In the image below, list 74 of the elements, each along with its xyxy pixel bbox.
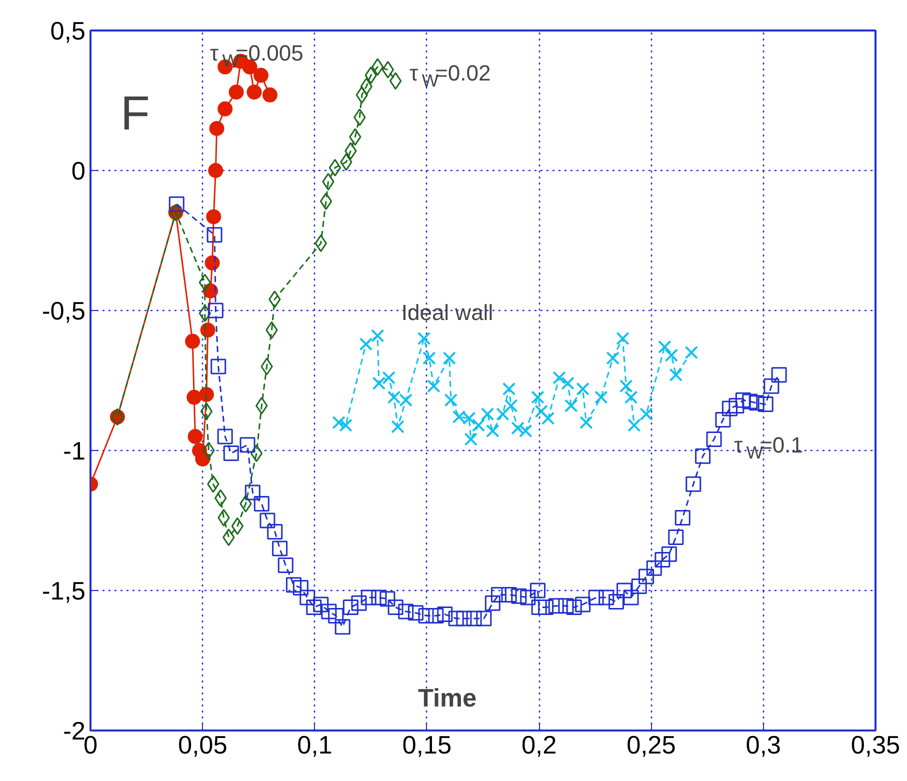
point xyxy=(200,322,216,338)
point xyxy=(253,68,268,83)
point xyxy=(188,429,203,444)
point xyxy=(444,393,458,407)
point xyxy=(552,371,566,384)
point xyxy=(208,163,224,178)
point xyxy=(370,329,384,342)
point xyxy=(195,451,210,466)
point xyxy=(422,351,436,365)
y-tick-label: -0,5 xyxy=(42,298,86,326)
point xyxy=(576,382,590,396)
y-tick-label: 0 xyxy=(71,158,86,186)
point xyxy=(250,444,263,462)
point xyxy=(198,387,214,402)
point xyxy=(594,390,608,404)
point xyxy=(228,84,244,100)
point xyxy=(518,424,532,438)
point xyxy=(382,371,396,384)
point xyxy=(684,346,698,360)
annotation: F xyxy=(120,88,150,140)
point xyxy=(640,407,653,421)
point xyxy=(389,72,402,90)
y-tick-label: 0,5 xyxy=(50,18,86,46)
point xyxy=(541,412,555,425)
x-tick-label: 0,2 xyxy=(521,732,557,760)
point xyxy=(658,340,672,354)
point xyxy=(339,418,352,432)
point xyxy=(246,84,262,100)
point xyxy=(204,255,220,270)
x-tick-label: 0,1 xyxy=(297,732,332,760)
x-tick-label: 0,15 xyxy=(402,732,452,760)
point xyxy=(669,368,683,382)
point xyxy=(372,376,386,390)
x-tick-label: 0,05 xyxy=(178,732,228,760)
point xyxy=(580,416,593,430)
point xyxy=(328,158,342,176)
point xyxy=(427,379,440,393)
x-tick-label: 0,25 xyxy=(626,732,676,760)
point xyxy=(186,390,202,405)
point xyxy=(218,101,233,116)
point xyxy=(511,421,524,435)
point xyxy=(561,376,574,390)
point xyxy=(185,334,200,349)
point xyxy=(504,399,518,412)
point xyxy=(606,351,620,365)
point xyxy=(320,192,332,210)
point xyxy=(502,382,516,396)
y-tick-label: -2 xyxy=(62,718,86,746)
y-tick-label: -1,5 xyxy=(42,578,86,606)
point xyxy=(417,332,431,346)
x-tick-label: 0,3 xyxy=(746,732,781,760)
point xyxy=(534,404,548,418)
point xyxy=(332,416,346,430)
point xyxy=(564,399,578,412)
point xyxy=(472,418,486,432)
point xyxy=(531,390,544,404)
series-label: Ideal wall xyxy=(401,300,494,325)
point xyxy=(619,379,633,393)
point xyxy=(359,337,373,351)
point xyxy=(616,332,630,346)
y-tick-label: -1 xyxy=(62,438,86,466)
point xyxy=(664,348,678,362)
point xyxy=(464,432,478,446)
point xyxy=(200,402,213,420)
point xyxy=(391,420,404,434)
point xyxy=(262,87,278,102)
x-axis-title: Time xyxy=(418,684,477,712)
point xyxy=(628,418,641,432)
point xyxy=(206,209,222,224)
point xyxy=(486,424,500,438)
point xyxy=(442,351,456,365)
point xyxy=(209,121,224,136)
x-tick-label: 0,35 xyxy=(850,732,900,760)
point xyxy=(624,390,638,404)
